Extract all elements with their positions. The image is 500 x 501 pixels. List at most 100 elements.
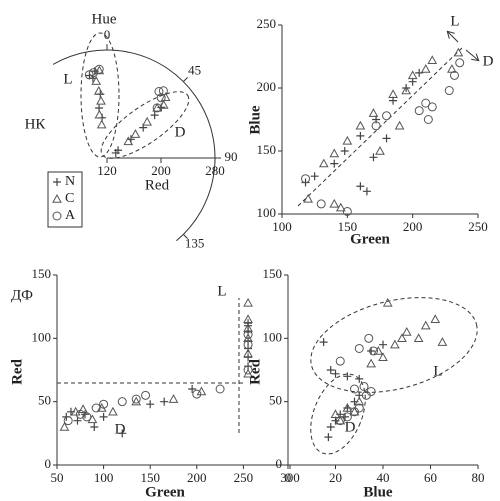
point xyxy=(326,366,335,374)
point xyxy=(215,384,225,394)
point xyxy=(99,399,109,409)
x-tick-label: 300 xyxy=(280,470,300,485)
x-tick-label: 250 xyxy=(234,470,254,485)
x-tick-label: 100 xyxy=(94,470,114,485)
point xyxy=(243,323,253,332)
y-tick-label: 0 xyxy=(276,456,283,471)
point xyxy=(342,412,352,422)
point xyxy=(444,86,454,96)
point xyxy=(59,421,70,431)
y-axis-label: Red xyxy=(9,358,25,384)
y-tick-label: 50 xyxy=(269,393,282,408)
point xyxy=(243,297,253,307)
angle-tick-label: 90 xyxy=(225,149,238,164)
point xyxy=(329,198,340,208)
point xyxy=(366,387,376,397)
point xyxy=(427,102,437,112)
point xyxy=(340,147,349,155)
y-axis-label: Blue xyxy=(247,105,263,135)
chart-title: Hue xyxy=(92,11,117,27)
point xyxy=(243,348,253,358)
x-axis-label: Blue xyxy=(363,484,393,500)
point xyxy=(94,65,105,75)
y-tick-label: 150 xyxy=(263,266,283,281)
point xyxy=(91,403,101,413)
point xyxy=(188,385,197,393)
point xyxy=(330,159,339,168)
point xyxy=(90,423,99,431)
legend-marker xyxy=(52,193,62,203)
annotation: ДФ xyxy=(11,287,33,303)
point xyxy=(342,135,353,145)
point xyxy=(303,193,313,203)
y-tick-label: 250 xyxy=(257,16,277,31)
point xyxy=(75,409,85,419)
point xyxy=(427,55,438,64)
point xyxy=(407,70,418,80)
point xyxy=(96,119,107,129)
point xyxy=(73,416,82,425)
point xyxy=(243,365,253,375)
point xyxy=(379,340,387,349)
point xyxy=(335,202,346,212)
x-tick-label: 100 xyxy=(272,219,292,234)
point xyxy=(123,136,134,146)
point xyxy=(401,85,411,95)
point xyxy=(160,397,169,406)
point xyxy=(326,423,335,431)
angle-tick xyxy=(183,77,188,82)
point xyxy=(335,356,345,366)
point xyxy=(342,402,353,412)
legend-marker xyxy=(53,178,61,186)
point xyxy=(390,339,400,349)
annotation: L xyxy=(450,13,459,29)
point xyxy=(356,182,365,191)
point xyxy=(91,76,102,85)
point xyxy=(394,120,405,130)
point xyxy=(366,358,376,368)
point xyxy=(94,109,105,119)
point xyxy=(99,412,108,421)
point xyxy=(368,108,379,117)
point xyxy=(397,333,407,343)
radial-tick-label: 200 xyxy=(151,163,171,178)
y-axis-label: Red xyxy=(247,358,263,384)
x-tick-label: 150 xyxy=(338,219,358,234)
y-tick-label: 150 xyxy=(32,266,52,281)
point xyxy=(88,68,98,78)
point xyxy=(342,206,352,216)
point xyxy=(111,148,120,157)
point xyxy=(382,297,393,307)
y-tick-label: 0 xyxy=(45,456,52,471)
arrow xyxy=(448,32,459,43)
annotation: L xyxy=(217,283,226,299)
point xyxy=(423,115,433,124)
angle-tick-label: 135 xyxy=(185,235,205,250)
annotation: L xyxy=(63,71,72,87)
point xyxy=(108,406,118,416)
y-tick-label: 150 xyxy=(257,142,277,157)
angle-tick-label: 0 xyxy=(104,27,111,42)
point xyxy=(168,394,179,403)
point xyxy=(329,148,340,158)
annotation: D xyxy=(175,124,186,140)
point xyxy=(382,134,391,143)
legend-label: N xyxy=(65,174,75,189)
point xyxy=(118,429,127,438)
legend-marker xyxy=(52,211,62,221)
y-tick-label: 100 xyxy=(32,329,52,344)
point xyxy=(369,153,378,162)
angle-tick xyxy=(183,234,188,239)
point xyxy=(316,199,326,209)
point xyxy=(449,70,459,80)
point xyxy=(414,106,424,116)
point xyxy=(430,314,441,324)
point xyxy=(364,333,374,343)
point xyxy=(146,400,155,409)
point xyxy=(319,338,328,347)
point xyxy=(158,86,168,96)
y-tick-label: 50 xyxy=(38,393,51,408)
point xyxy=(382,111,392,121)
point xyxy=(335,415,346,425)
